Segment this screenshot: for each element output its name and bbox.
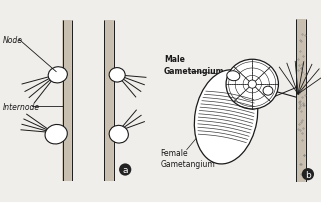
- Ellipse shape: [45, 125, 67, 144]
- Text: Male
Gametangium: Male Gametangium: [164, 55, 224, 75]
- Ellipse shape: [263, 87, 273, 96]
- Ellipse shape: [109, 126, 128, 143]
- Ellipse shape: [226, 60, 278, 109]
- Ellipse shape: [227, 71, 240, 81]
- Ellipse shape: [48, 67, 67, 83]
- Ellipse shape: [109, 68, 125, 83]
- Text: Internode: Internode: [3, 102, 40, 111]
- Text: a: a: [122, 165, 128, 174]
- Text: Female
Gametangium: Female Gametangium: [160, 148, 215, 168]
- Ellipse shape: [194, 70, 258, 164]
- Text: Node: Node: [3, 36, 23, 45]
- Ellipse shape: [248, 81, 256, 89]
- Text: b: b: [305, 170, 311, 179]
